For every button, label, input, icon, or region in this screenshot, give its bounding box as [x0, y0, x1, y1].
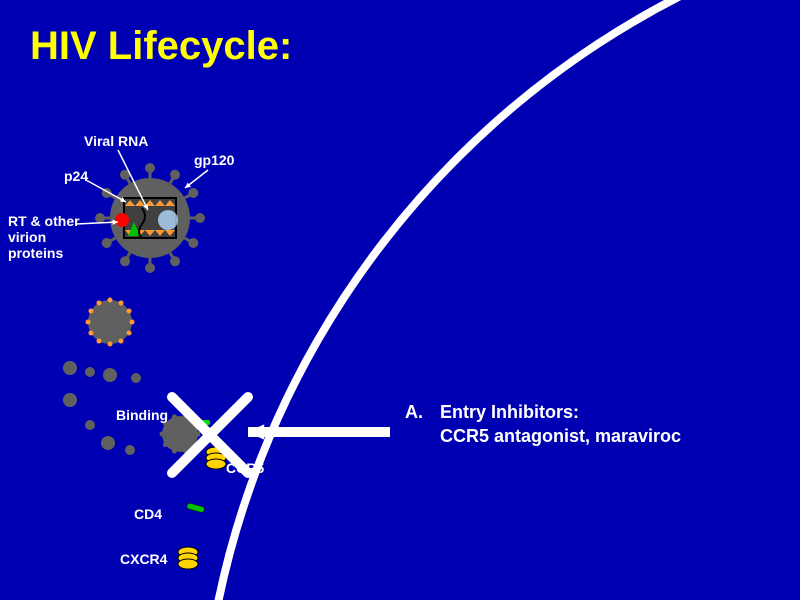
- label-rt_line1: RT & other: [8, 213, 80, 229]
- label-p24: p24: [64, 168, 88, 184]
- label-cd4: CD4: [134, 506, 162, 522]
- label-cxcr4: CXCR4: [120, 551, 167, 567]
- label-entry_line2: CCR5 antagonist, maraviroc: [440, 426, 681, 447]
- label-viral_rna: Viral RNA: [84, 133, 148, 149]
- label-rt_line2: virion: [8, 229, 46, 245]
- label-entry_line1: Entry Inhibitors:: [440, 402, 579, 423]
- label-ccr5: CCR5: [226, 460, 264, 476]
- slide-stage: HIV Lifecycle: Viral RNA gp120 p24 RT & oth…: [0, 0, 800, 600]
- label-rt_line3: proteins: [8, 245, 63, 261]
- label-binding: Binding: [116, 407, 168, 423]
- label-gp120: gp120: [194, 152, 234, 168]
- label-entry_label: A.: [405, 402, 423, 423]
- diagram-svg: [0, 0, 800, 600]
- slide-title: HIV Lifecycle:: [30, 24, 292, 69]
